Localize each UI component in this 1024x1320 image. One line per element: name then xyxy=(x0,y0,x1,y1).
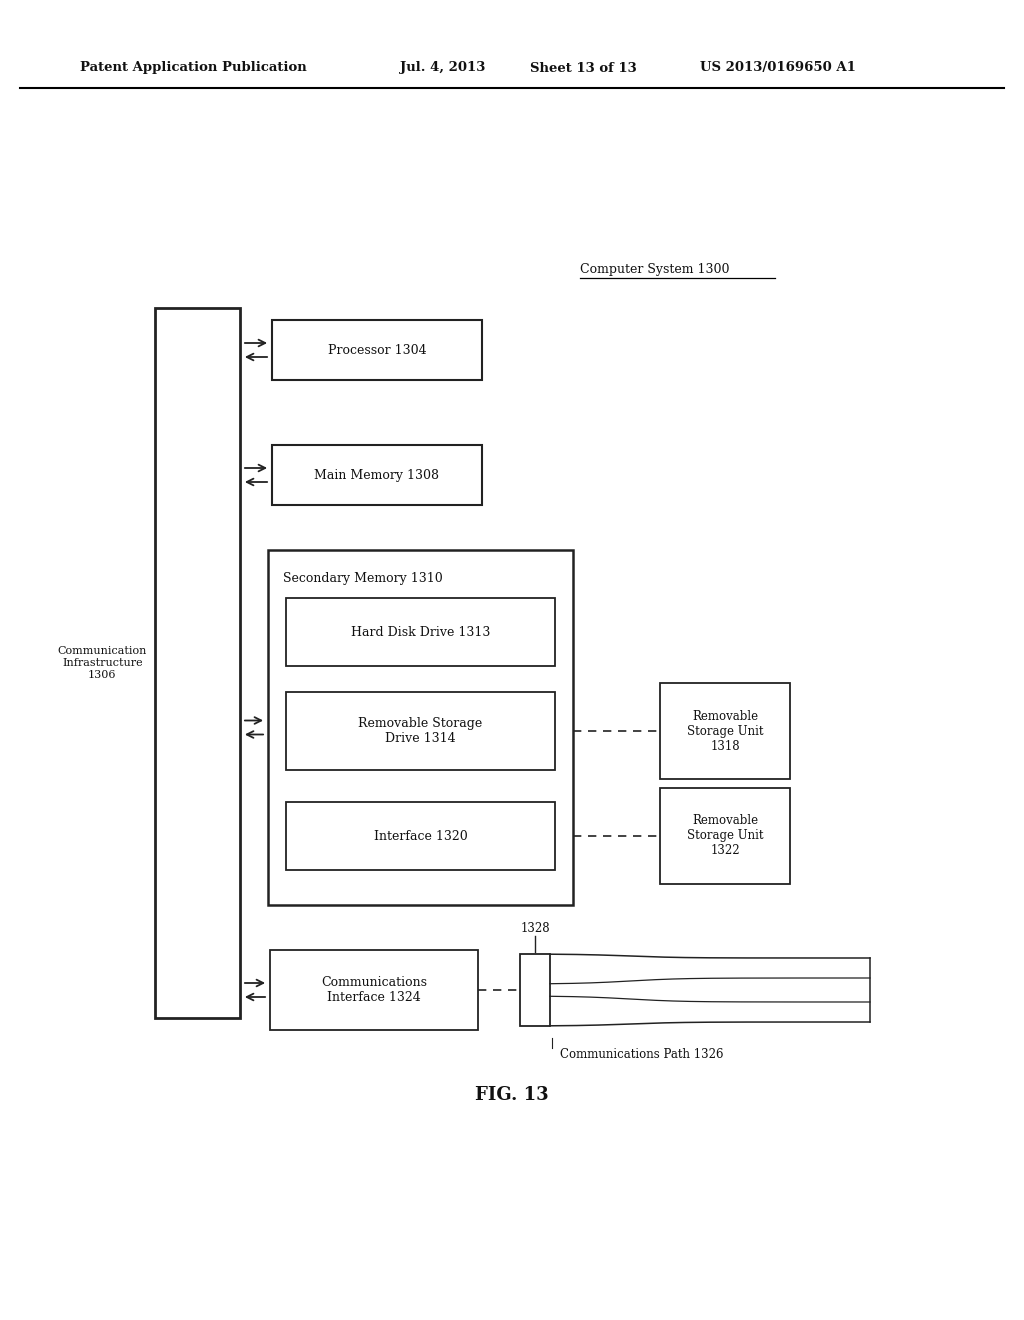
Text: Sheet 13 of 13: Sheet 13 of 13 xyxy=(530,62,637,74)
Text: Removable Storage
Drive 1314: Removable Storage Drive 1314 xyxy=(358,717,482,744)
Bar xyxy=(155,308,240,1018)
Text: Removable
Storage Unit
1322: Removable Storage Unit 1322 xyxy=(687,814,763,858)
Text: Communications Path 1326: Communications Path 1326 xyxy=(560,1048,724,1061)
Text: Hard Disk Drive 1313: Hard Disk Drive 1313 xyxy=(351,626,490,639)
Bar xyxy=(660,788,790,884)
Text: US 2013/0169650 A1: US 2013/0169650 A1 xyxy=(700,62,856,74)
Text: Jul. 4, 2013: Jul. 4, 2013 xyxy=(400,62,485,74)
Bar xyxy=(272,319,482,380)
Text: Communication
Infrastructure
1306: Communication Infrastructure 1306 xyxy=(57,647,147,680)
Text: Secondary Memory 1310: Secondary Memory 1310 xyxy=(283,572,442,585)
Text: Communications
Interface 1324: Communications Interface 1324 xyxy=(321,975,427,1005)
Text: FIG. 13: FIG. 13 xyxy=(475,1086,549,1104)
Text: Main Memory 1308: Main Memory 1308 xyxy=(314,469,439,482)
Text: 1328: 1328 xyxy=(520,921,550,935)
Text: Interface 1320: Interface 1320 xyxy=(374,829,467,842)
Text: Removable
Storage Unit
1318: Removable Storage Unit 1318 xyxy=(687,710,763,752)
Bar xyxy=(272,445,482,506)
Bar xyxy=(660,682,790,779)
Bar xyxy=(270,950,478,1030)
Bar xyxy=(286,803,555,870)
Text: Computer System 1300: Computer System 1300 xyxy=(580,264,729,276)
Bar xyxy=(286,692,555,770)
Text: Patent Application Publication: Patent Application Publication xyxy=(80,62,307,74)
Bar xyxy=(520,954,550,1026)
Bar xyxy=(268,550,573,906)
Bar xyxy=(286,598,555,667)
Text: Processor 1304: Processor 1304 xyxy=(328,343,426,356)
